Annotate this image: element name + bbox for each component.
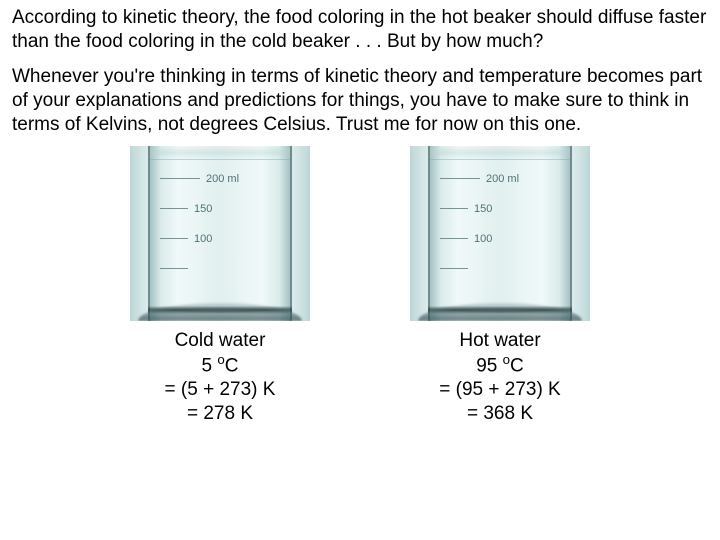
mark-label: 150 [474, 203, 492, 215]
hot-calc-1: = (95 + 273) K [439, 378, 560, 402]
hot-beaker-marks: 200 ml 150 100 [440, 164, 540, 284]
hot-labels: Hot water 95 oC = (95 + 273) K = 368 K [439, 329, 560, 426]
mark-label: 200 ml [206, 173, 239, 185]
intro-paragraph-1: According to kinetic theory, the food co… [0, 0, 720, 55]
cold-calc-1: = (5 + 273) K [165, 378, 276, 402]
cold-beaker-marks: 200 ml 150 100 [160, 164, 260, 284]
hot-calc-2: = 368 K [439, 402, 560, 426]
mark-label: 100 [194, 233, 212, 245]
cold-column: 200 ml 150 100 Cold water 5 oC = (5 + 27… [130, 146, 310, 426]
intro-paragraph-2: Whenever you're thinking in terms of kin… [0, 55, 720, 138]
hot-beaker-graphic: 200 ml 150 100 [410, 146, 590, 321]
cold-temp-c: 5 oC [165, 352, 276, 378]
mark-label: 200 ml [486, 173, 519, 185]
beakers-row: 200 ml 150 100 Cold water 5 oC = (5 + 27… [0, 146, 720, 426]
hot-column: 200 ml 150 100 Hot water 95 oC = (95 + 2… [410, 146, 590, 426]
cold-beaker-graphic: 200 ml 150 100 [130, 146, 310, 321]
cold-labels: Cold water 5 oC = (5 + 273) K = 278 K [165, 329, 276, 426]
cold-title: Cold water [165, 329, 276, 353]
hot-temp-c: 95 oC [439, 352, 560, 378]
mark-label: 150 [194, 203, 212, 215]
mark-label: 100 [474, 233, 492, 245]
cold-calc-2: = 278 K [165, 402, 276, 426]
hot-title: Hot water [439, 329, 560, 353]
